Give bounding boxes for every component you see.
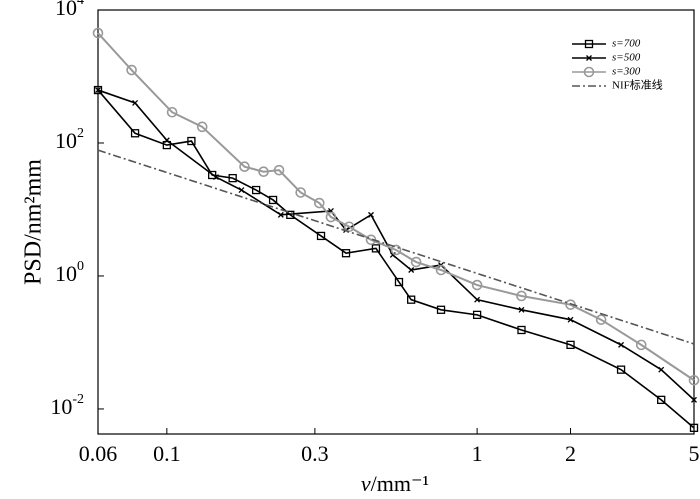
x-tick-label: 0.1 <box>153 441 181 466</box>
marker-square <box>407 295 416 304</box>
marker-x <box>95 87 101 94</box>
plot-frame <box>97 9 695 435</box>
marker-circle <box>516 290 527 302</box>
marker-square <box>616 365 626 374</box>
legend-label: s=300 <box>612 66 641 78</box>
marker-x <box>567 316 574 323</box>
x-label-symbol: v <box>361 471 371 496</box>
marker-square <box>566 340 575 350</box>
marker-square <box>472 310 482 320</box>
series-line <box>97 89 695 429</box>
y-tick-exponent: -2 <box>72 392 84 407</box>
legend-label: NIF标准线 <box>612 78 663 92</box>
marker-square <box>208 170 217 180</box>
y-tick-base: 10 <box>55 0 77 20</box>
marker-circle <box>435 264 447 276</box>
marker-square <box>436 305 446 314</box>
marker-circle <box>325 211 337 223</box>
y-tick-label: 10-2 <box>50 392 84 419</box>
marker-x <box>618 341 625 348</box>
marker-x <box>213 174 219 181</box>
marker-x <box>132 99 139 106</box>
marker-square <box>187 136 196 146</box>
series-line <box>97 89 695 401</box>
series-line <box>97 149 695 345</box>
marker-x <box>368 211 374 218</box>
legend-marker <box>586 55 592 61</box>
y-tick-base: 10 <box>55 128 77 153</box>
marker-circle <box>471 279 483 291</box>
marker-x <box>658 366 665 373</box>
y-axis-label: PSD/nm²mm <box>21 159 47 285</box>
marker-square <box>517 325 526 335</box>
marker-circle <box>635 339 647 351</box>
marker-square <box>657 395 666 405</box>
marker-square <box>251 185 261 195</box>
marker-circle <box>92 27 104 39</box>
marker-circle <box>595 314 607 325</box>
marker-x <box>518 306 525 313</box>
marker-circle <box>410 256 422 268</box>
marker-square <box>316 231 326 241</box>
legend-label: s=500 <box>612 52 641 64</box>
legend-label: s=700 <box>612 38 641 50</box>
series-line <box>97 32 695 382</box>
marker-x <box>586 55 592 61</box>
marker-x <box>474 296 481 303</box>
y-tick-label: 102 <box>55 126 84 153</box>
marker-circle <box>126 64 137 76</box>
x-tick-label: 1 <box>472 441 483 466</box>
marker-square <box>130 129 140 138</box>
marker-square <box>228 173 237 183</box>
marker-circle <box>166 106 178 118</box>
marker-square <box>162 140 171 150</box>
marker-x <box>389 251 396 258</box>
marker-circle <box>313 197 325 209</box>
x-tick-label: 2 <box>565 441 576 466</box>
y-tick-base: 10 <box>50 394 72 419</box>
legend-marker <box>584 39 594 49</box>
marker-square <box>689 423 699 432</box>
marker-x <box>238 187 245 194</box>
marker-x <box>691 396 697 403</box>
y-tick-base: 10 <box>55 261 77 286</box>
y-tick-exponent: 0 <box>77 259 84 274</box>
marker-circle <box>239 161 250 172</box>
x-axis-label: v/mm⁻¹ <box>361 471 429 496</box>
marker-square <box>394 277 404 287</box>
y-tick-exponent: 2 <box>77 126 84 141</box>
legend-marker <box>583 66 595 78</box>
x-tick-label: 5 <box>689 441 700 466</box>
marker-circle <box>390 244 402 256</box>
marker-circle <box>196 121 208 133</box>
marker-square <box>93 85 103 95</box>
marker-square <box>371 244 381 253</box>
marker-circle <box>583 66 595 78</box>
y-tick-label: 100 <box>55 259 84 286</box>
marker-x <box>163 137 170 144</box>
marker-circle <box>258 166 269 177</box>
marker-circle <box>295 187 306 198</box>
marker-x <box>408 267 415 273</box>
x-tick-label: 0.3 <box>301 441 329 466</box>
x-label-unit: /mm⁻¹ <box>371 471 430 496</box>
marker-circle <box>273 164 285 176</box>
y-tick-label: 104 <box>55 0 84 20</box>
marker-circle <box>688 374 700 386</box>
marker-square <box>584 39 594 49</box>
y-tick-exponent: 4 <box>77 0 84 8</box>
marker-square <box>341 249 351 258</box>
marker-square <box>268 195 278 205</box>
marker-x <box>277 211 284 218</box>
x-tick-label: 0.06 <box>79 441 118 466</box>
